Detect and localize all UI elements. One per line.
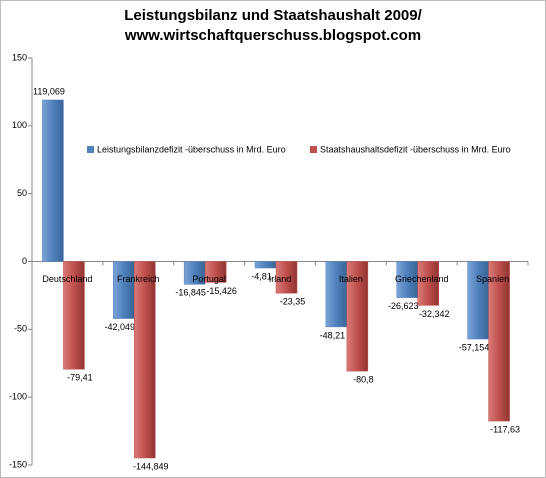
y-tick-label: 50 [17,188,27,198]
bar [417,261,439,306]
data-label: -48,21 [320,330,346,340]
data-label: -23,35 [280,297,306,307]
bar [134,261,156,459]
y-tick-label: -100 [9,392,27,402]
chart-title: Leistungsbilanz und Staatshaushalt 2009/ [124,7,422,24]
bar [204,261,227,283]
data-label: -42,049 [105,322,136,332]
data-label: -16,845 [175,288,206,298]
x-tick-label: Deutschland [42,274,92,284]
data-label: -144,849 [133,461,169,471]
data-label: -4,81 [251,271,272,281]
bar [42,99,64,262]
x-tick-label: Frankreich [117,274,160,284]
bar [346,261,369,372]
bar [254,261,277,269]
data-label: -80,8 [353,374,374,384]
bar [325,261,348,328]
data-label: -26,623 [388,301,419,311]
x-tick-label: Griechenland [395,274,449,284]
y-tick-label: 100 [12,120,27,130]
bar [488,261,510,422]
data-label: 119,069 [33,86,65,96]
legend-swatch [87,146,94,153]
data-label: -79,41 [67,373,93,383]
data-label: -32,342 [419,309,450,319]
x-tick-label: Irland [269,274,292,284]
x-tick-label: Italien [339,274,363,284]
legend-label: Leistungsbilanzdefizit -überschuss in Mr… [97,144,286,154]
x-tick-label: Portugal [192,274,226,284]
bar [63,261,85,370]
bar [113,261,135,319]
y-tick-label: -150 [9,459,27,469]
data-label: -57,154 [459,342,490,352]
bar [275,261,298,294]
legend-label: Staatshaushaltsdefizit -überschuss in Mr… [320,144,511,154]
y-tick-label: 0 [22,256,27,266]
data-label: -117,63 [490,424,520,434]
y-tick-label: 150 [12,52,27,62]
x-tick-label: Spanien [476,274,509,284]
y-tick-label: -50 [14,324,27,334]
data-label: -15,426 [206,286,237,296]
chart-title: www.wirtschaftquerschuss.blogspot.com [124,27,421,44]
legend-swatch [310,146,317,153]
